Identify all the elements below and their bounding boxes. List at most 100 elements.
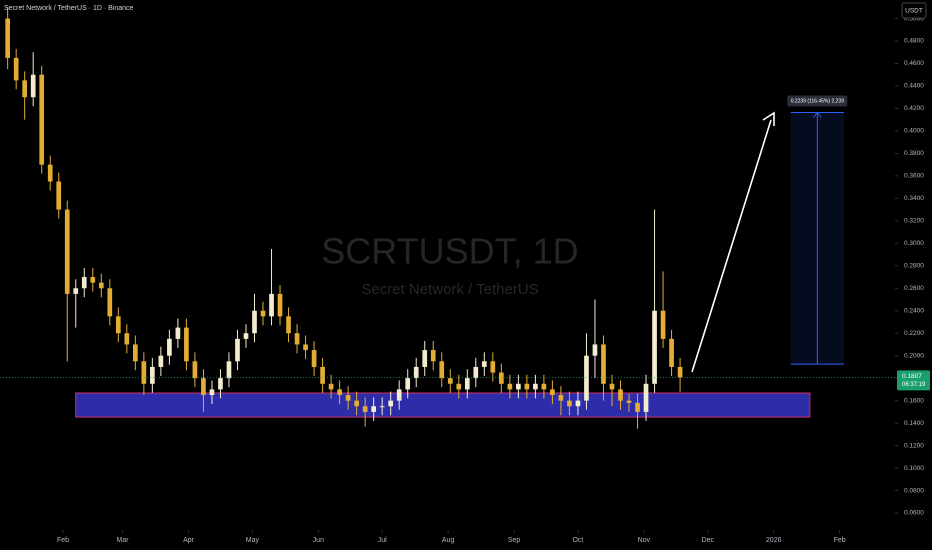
arrow-head (762, 111, 775, 126)
y-tick-label: 0.3800 (904, 150, 924, 157)
candle-body (567, 400, 572, 407)
x-tick-label: Oct (572, 537, 583, 544)
candle-body (413, 366, 419, 379)
candle-body (39, 74, 45, 165)
candle-body (609, 383, 615, 390)
candle-body (405, 378, 411, 390)
x-tick-label: Jun (313, 537, 324, 544)
candle-body (396, 389, 402, 401)
candle-body (601, 344, 606, 384)
candle-body (115, 316, 121, 334)
candle-body (456, 383, 462, 390)
candle-body (132, 344, 138, 362)
candle-body (533, 383, 538, 390)
projection-arrow (691, 119, 772, 373)
y-tick-label: 0.2400 (904, 307, 924, 314)
candle-body (235, 338, 240, 362)
y-tick-label: 0.3400 (904, 195, 924, 202)
candle-body (311, 350, 317, 367)
y-tick-label: 0.2000 (904, 352, 924, 359)
measure-arrow-head (812, 111, 822, 118)
candle-body (507, 383, 513, 390)
candle-body (150, 366, 155, 384)
candle-body (201, 378, 206, 396)
candle-body (5, 18, 11, 58)
candle-body (320, 366, 325, 384)
measure-label: 0.2239 (116.45%) 2,239 (791, 98, 845, 104)
y-tick-label: 0.2600 (904, 285, 924, 292)
candle-body (184, 327, 189, 362)
candle-body (294, 333, 300, 345)
candle-body (379, 406, 385, 408)
y-tick-label: 0.0600 (904, 510, 924, 517)
candle-body (524, 383, 530, 390)
candle-body (447, 378, 453, 384)
y-tick-label: 0.4200 (904, 105, 924, 112)
candle-body (192, 361, 198, 379)
candle-body (490, 361, 496, 373)
candle-body (218, 378, 223, 390)
candle-body (243, 333, 249, 339)
candle-body (260, 310, 266, 317)
candle-body (669, 338, 674, 367)
candle-body (167, 338, 172, 356)
watermark: SCRTUSDT, 1D Secret Network / TetherUS (321, 231, 578, 298)
candle-body (371, 406, 377, 412)
y-tick-label: 0.3600 (904, 173, 924, 180)
support-zone (75, 392, 811, 418)
candle-body (175, 327, 181, 339)
x-tick-label: Nov (638, 537, 651, 544)
candle-body (141, 361, 147, 384)
candle-body (158, 355, 164, 367)
candle-body (626, 400, 632, 403)
candle-body (47, 164, 53, 182)
y-tick-label: 0.4800 (904, 38, 924, 45)
candle-body (550, 389, 555, 396)
candle-body (362, 406, 368, 412)
candle-body (388, 400, 394, 407)
candle-body (643, 383, 649, 412)
candle-body (498, 372, 504, 384)
candle-body (226, 361, 232, 379)
candle-body (277, 293, 283, 317)
last-price-label: 0.1807 (902, 373, 922, 380)
candle-body (354, 400, 359, 407)
currency-label[interactable]: USDT (905, 8, 923, 15)
candle-body (464, 378, 470, 390)
x-tick-label: May (246, 537, 260, 544)
countdown: 06:37:19 (902, 382, 926, 388)
candle-body (516, 383, 521, 390)
candle-body (90, 277, 96, 283)
candle-body (618, 389, 623, 401)
watermark-title: SCRTUSDT, 1D (321, 231, 578, 272)
candle-body (107, 288, 113, 317)
candle-body (64, 209, 70, 294)
y-tick-label: 0.4000 (904, 128, 924, 135)
candle-body (660, 310, 666, 339)
candle-body (541, 383, 547, 390)
candle-body (473, 366, 479, 379)
candle-body (98, 282, 104, 289)
candle-body (652, 310, 657, 384)
y-tick-label: 0.5000 (904, 15, 924, 22)
y-tick-label: 0.3000 (904, 240, 924, 247)
candle-body (328, 383, 334, 390)
candle-body (56, 181, 62, 210)
currency-button[interactable] (901, 2, 927, 19)
candle-body (345, 395, 351, 401)
candle-body (584, 355, 589, 401)
y-tick-label: 0.2800 (904, 263, 924, 270)
candle-body (22, 80, 28, 98)
candle-body (30, 74, 36, 98)
candle-body (337, 389, 342, 396)
candle-body (575, 400, 581, 407)
plot-area: 0.2239 (116.45%) 2,239 (0, 7, 895, 429)
x-tick-label: Sep (508, 537, 521, 544)
candle-body (430, 350, 436, 362)
price-axis (895, 0, 932, 530)
candle-body (303, 344, 308, 351)
last-price-box (897, 370, 930, 391)
x-tick-label: 2026 (766, 537, 782, 544)
candle-body (481, 361, 487, 367)
